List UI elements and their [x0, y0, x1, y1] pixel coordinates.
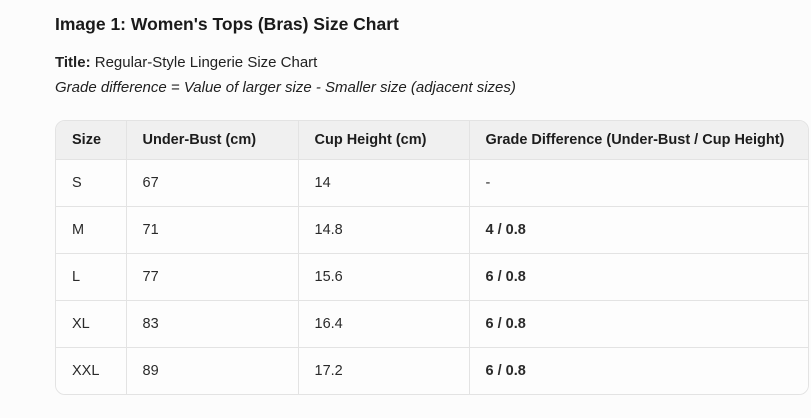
cell-under-bust: 67: [125, 159, 299, 207]
cell-grade-difference: -: [468, 159, 808, 207]
page-content: Image 1: Women's Tops (Bras) Size Chart …: [55, 14, 809, 395]
table-row-xxl: XXL 89 17.2 6 / 0.8: [56, 347, 808, 394]
cell-under-bust: 71: [125, 206, 299, 254]
table-row-xl: XL 83 16.4 6 / 0.8: [56, 300, 808, 348]
cell-grade-difference: 4 / 0.8: [468, 206, 808, 254]
title-label: Title:: [55, 54, 91, 71]
cell-cup-height: 14: [297, 159, 470, 207]
page-heading: Image 1: Women's Tops (Bras) Size Chart: [55, 14, 399, 34]
title-line: Title: Regular-Style Lingerie Size Chart: [55, 52, 809, 74]
cell-grade-difference: 6 / 0.8: [468, 347, 808, 394]
column-header-under-bust: Under-Bust (cm): [125, 121, 299, 160]
table-header-row: Size Under-Bust (cm) Cup Height (cm) Gra…: [56, 121, 808, 160]
cell-grade-difference: 6 / 0.8: [468, 300, 808, 348]
column-header-size: Size: [56, 121, 127, 160]
title-text: Regular-Style Lingerie Size Chart: [94, 54, 318, 71]
column-header-cup-height: Cup Height (cm): [297, 121, 470, 160]
cell-under-bust: 77: [125, 253, 299, 301]
cell-cup-height: 17.2: [297, 347, 470, 394]
cell-cup-height: 14.8: [297, 206, 470, 254]
table-row-m: M 71 14.8 4 / 0.8: [56, 206, 808, 254]
cell-under-bust: 83: [125, 300, 299, 348]
cell-size: XL: [56, 300, 127, 348]
cell-grade-difference: 6 / 0.8: [468, 253, 808, 301]
cell-size: L: [56, 253, 127, 301]
cell-size: S: [56, 159, 127, 207]
grade-difference-note: Grade difference = Value of larger size …: [55, 79, 516, 96]
size-chart-table: Size Under-Bust (cm) Cup Height (cm) Gra…: [56, 121, 808, 394]
cell-size: XXL: [56, 347, 127, 394]
cell-under-bust: 89: [125, 347, 299, 394]
table-row-s: S 67 14 -: [56, 159, 808, 207]
column-header-grade-difference: Grade Difference (Under-Bust / Cup Heigh…: [468, 121, 808, 160]
cell-cup-height: 16.4: [297, 300, 470, 348]
table-row-l: L 77 15.6 6 / 0.8: [56, 253, 808, 301]
size-chart-table-container: Size Under-Bust (cm) Cup Height (cm) Gra…: [55, 120, 809, 395]
cell-size: M: [56, 206, 127, 254]
cell-cup-height: 15.6: [297, 253, 470, 301]
